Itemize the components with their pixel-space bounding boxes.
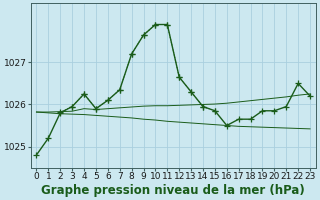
X-axis label: Graphe pression niveau de la mer (hPa): Graphe pression niveau de la mer (hPa): [41, 184, 305, 197]
